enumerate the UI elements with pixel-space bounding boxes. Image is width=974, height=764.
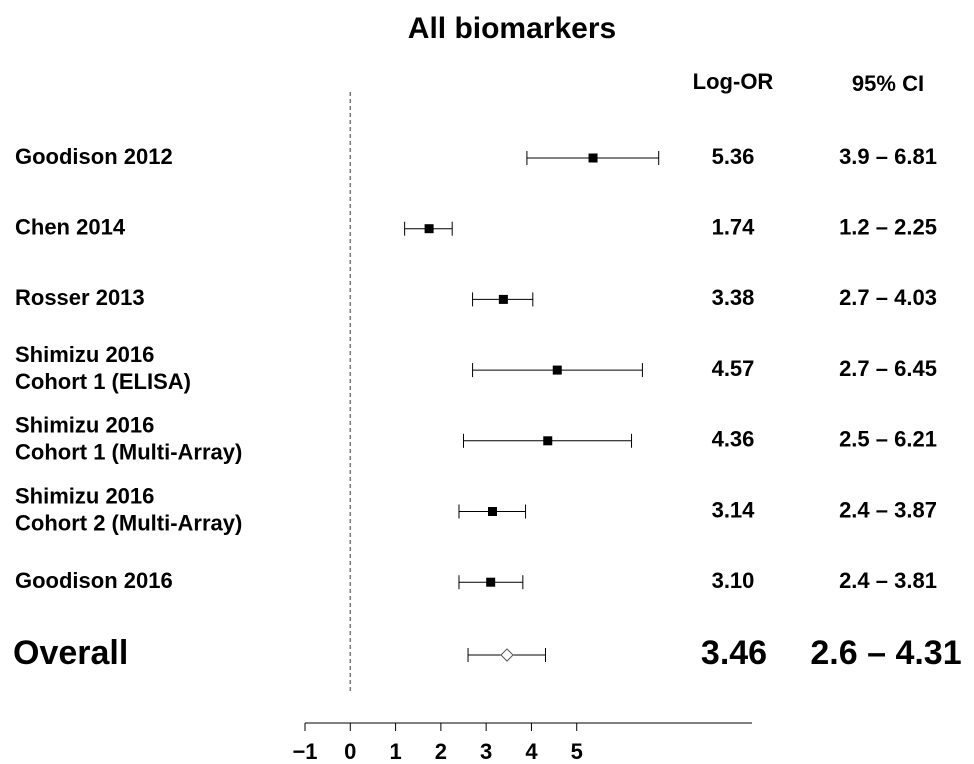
log-or-label: 5.36 <box>712 144 755 169</box>
x-tick-label: 5 <box>571 739 583 764</box>
ci-label: 2.7 – 6.45 <box>839 356 937 381</box>
overall-diamond <box>500 648 514 662</box>
log-or-label: 4.36 <box>712 427 755 452</box>
study-label: Shimizu 2016 <box>15 342 154 367</box>
overall-ci: 2.6 – 4.31 <box>810 634 961 672</box>
log-or-label: 4.57 <box>712 356 755 381</box>
x-tick-label: 3 <box>480 739 492 764</box>
overall-label: Overall <box>13 634 128 672</box>
ci-label: 2.5 – 6.21 <box>839 427 937 452</box>
study-label: Shimizu 2016 <box>15 413 154 438</box>
log-or-label: 3.14 <box>712 497 756 522</box>
study-label: Cohort 1 (Multi-Array) <box>15 440 242 465</box>
overall-log-or: 3.46 <box>701 634 767 672</box>
study-label: Rosser 2013 <box>15 285 145 310</box>
study-label: Cohort 1 (ELISA) <box>15 369 191 394</box>
study-label: Goodison 2016 <box>15 568 173 593</box>
ci-label: 3.9 – 6.81 <box>839 144 937 169</box>
column-header: 95% CI <box>852 71 924 96</box>
log-or-label: 1.74 <box>712 215 756 240</box>
x-tick-label: 4 <box>525 739 538 764</box>
point-estimate <box>498 294 508 304</box>
study-label: Shimizu 2016 <box>15 483 154 508</box>
log-or-label: 3.10 <box>712 568 755 593</box>
point-estimate <box>543 436 553 446</box>
point-estimate <box>487 507 497 516</box>
log-or-label: 3.38 <box>712 285 755 310</box>
ci-label: 1.2 – 2.25 <box>839 215 937 240</box>
point-estimate <box>486 577 496 587</box>
column-header: Log-OR <box>693 69 774 94</box>
x-tick-label: −1 <box>292 739 317 764</box>
x-tick-label: 2 <box>435 739 447 764</box>
point-estimate <box>588 153 598 163</box>
point-estimate <box>424 224 434 234</box>
study-label: Goodison 2012 <box>15 144 173 169</box>
study-label: Chen 2014 <box>15 215 126 240</box>
ci-label: 2.4 – 3.87 <box>839 497 937 522</box>
ci-label: 2.4 – 3.81 <box>839 568 937 593</box>
chart-title: All biomarkers <box>408 12 616 45</box>
ci-label: 2.7 – 4.03 <box>839 285 937 310</box>
x-tick-label: 1 <box>389 739 401 764</box>
study-label: Cohort 2 (Multi-Array) <box>15 510 242 535</box>
point-estimate <box>552 365 562 375</box>
x-tick-label: 0 <box>344 739 356 764</box>
